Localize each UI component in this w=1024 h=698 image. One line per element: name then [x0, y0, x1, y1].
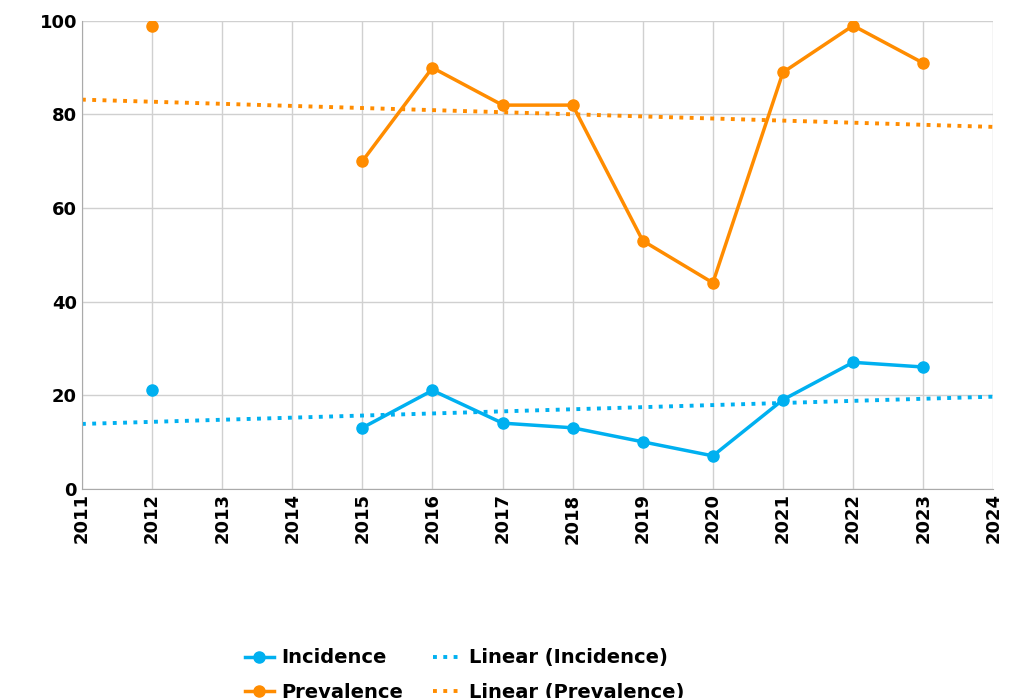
Legend: Incidence, Prevalence, Linear (Incidence), Linear (Prevalence): Incidence, Prevalence, Linear (Incidence…: [234, 639, 694, 698]
